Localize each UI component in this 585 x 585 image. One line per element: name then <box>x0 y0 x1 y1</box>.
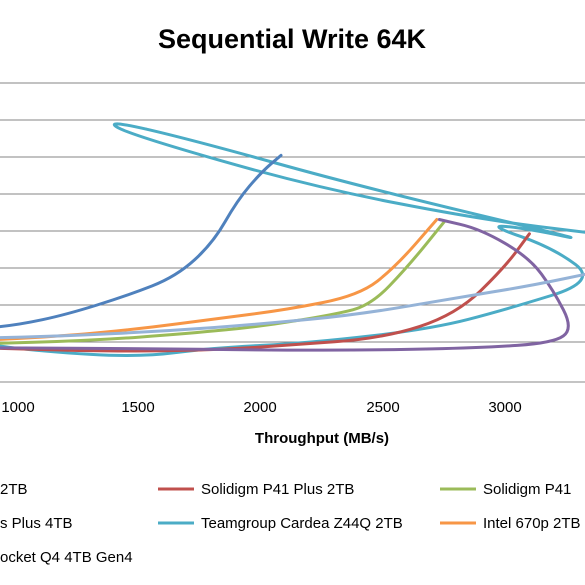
x-axis-ticks: 1000 1500 2000 2500 3000 <box>1 399 521 416</box>
legend-label: Intel 670p 2TB <box>483 515 581 532</box>
legend-label: ocket Q4 4TB Gen4 <box>0 549 133 566</box>
legend-item: 2TB <box>0 481 28 498</box>
legend-label: s Plus 4TB <box>0 515 73 532</box>
series-line <box>0 220 446 345</box>
legend-item: s Plus 4TB <box>0 515 73 532</box>
series-line <box>0 218 439 341</box>
legend-label: Teamgroup Cardea Z44Q 2TB <box>201 515 403 532</box>
legend-label: 2TB <box>0 481 28 498</box>
legend-item: ocket Q4 4TB Gen4 <box>0 549 133 566</box>
series-line <box>0 153 283 329</box>
x-tick-label: 2000 <box>243 399 276 416</box>
x-tick-label: 1500 <box>121 399 154 416</box>
legend-item: Solidigm P41 Plus 2TB <box>158 481 354 498</box>
x-tick-label: 1000 <box>1 399 34 416</box>
legend-item: Teamgroup Cardea Z44Q 2TB <box>158 515 403 532</box>
x-axis-label: Throughput (MB/s) <box>255 430 389 447</box>
legend-item: Intel 670p 2TB <box>440 515 581 532</box>
series-line <box>0 232 531 353</box>
series-lines <box>0 122 585 357</box>
legend-item: Solidigm P41 <box>440 481 571 498</box>
gridlines <box>0 82 585 343</box>
legend: 2TB Solidigm P41 Plus 2TB Solidigm P41 s Pl… <box>0 481 581 566</box>
legend-label: Solidigm P41 <box>483 481 571 498</box>
x-tick-label: 3000 <box>488 399 521 416</box>
series-line <box>0 272 585 340</box>
x-tick-label: 2500 <box>366 399 399 416</box>
chart-title: Sequential Write 64K <box>158 24 427 54</box>
series-line <box>0 218 570 352</box>
legend-label: Solidigm P41 Plus 2TB <box>201 481 354 498</box>
